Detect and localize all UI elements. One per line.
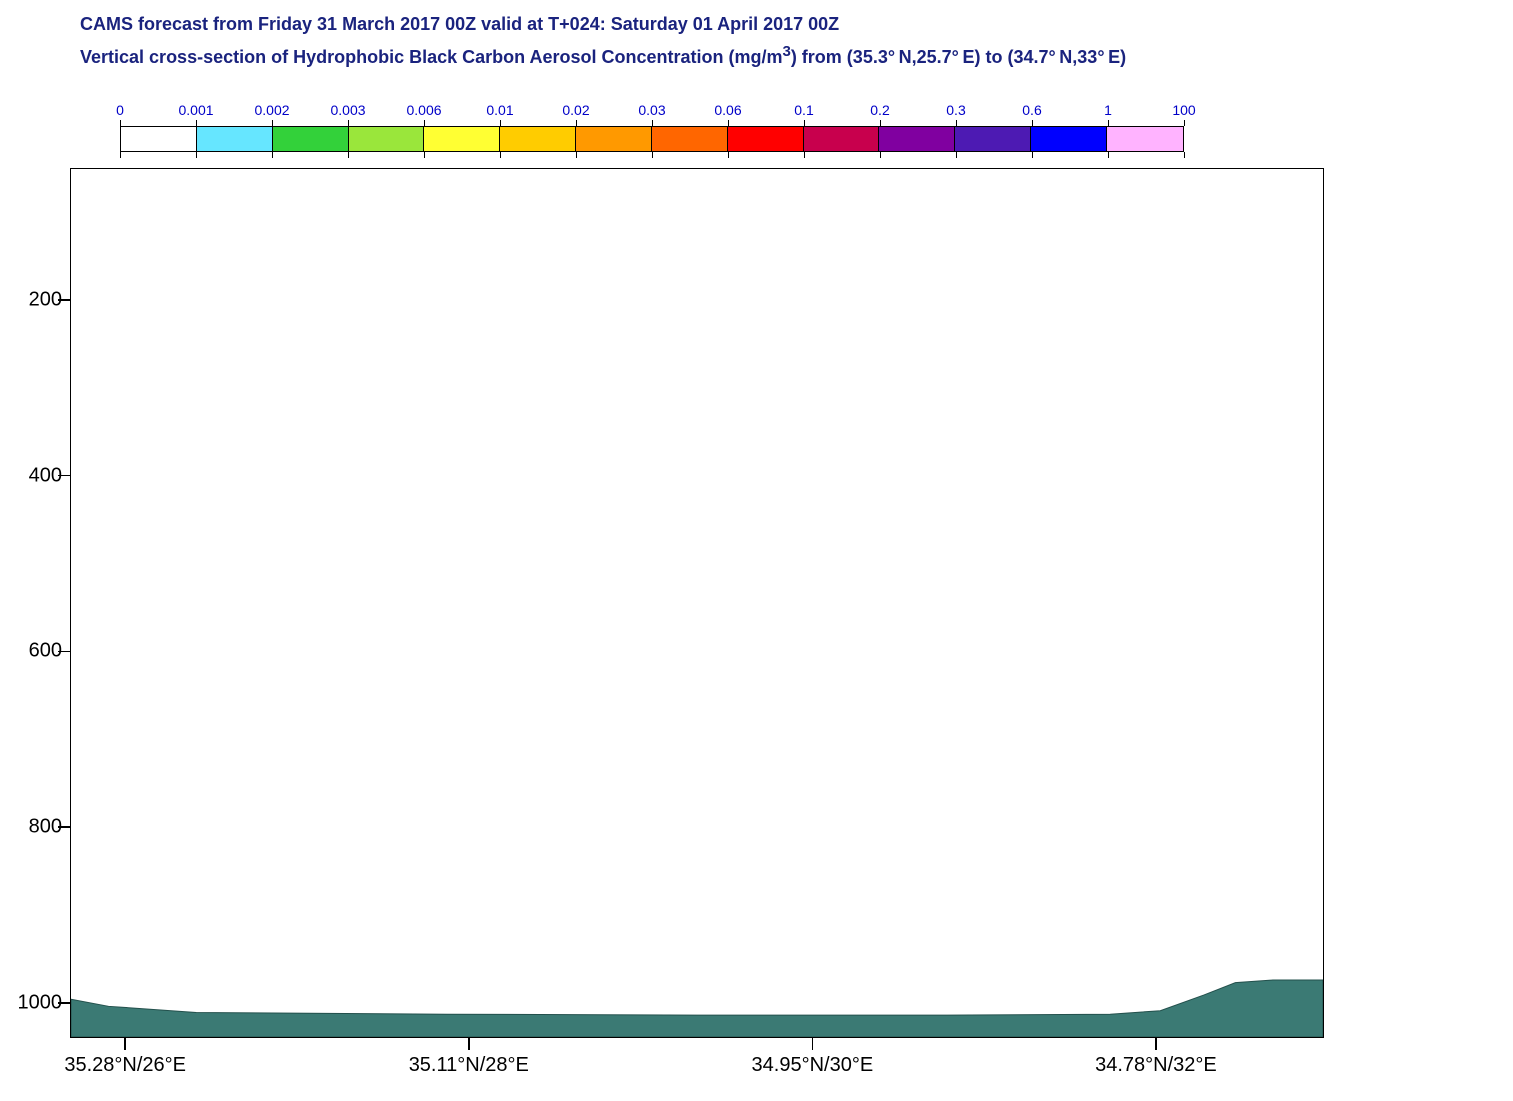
- colorbar-swatch: [1031, 127, 1107, 151]
- x-tick-mark: [1155, 1038, 1157, 1050]
- title-line-2-post: ) from (35.3° N,25.7° E) to (34.7° N,33°…: [791, 47, 1126, 67]
- colorbar-tick-label: 0.06: [714, 102, 741, 118]
- colorbar-tick: [196, 152, 197, 158]
- colorbar-swatches: [120, 126, 1184, 152]
- colorbar-tick: [1032, 152, 1033, 158]
- colorbar-swatch: [424, 127, 500, 151]
- colorbar-tick: [120, 152, 121, 158]
- colorbar-tick: [196, 120, 197, 126]
- colorbar-swatch: [804, 127, 880, 151]
- colorbar-tick: [804, 120, 805, 126]
- y-tick-mark: [58, 826, 70, 828]
- colorbar-tick-label: 0.6: [1022, 102, 1041, 118]
- colorbar-swatch: [197, 127, 273, 151]
- colorbar-tick: [348, 120, 349, 126]
- colorbar-labels: 00.0010.0020.0030.0060.010.020.030.060.1…: [120, 102, 1184, 122]
- colorbar-tick-label: 0.006: [406, 102, 441, 118]
- colorbar-swatch: [349, 127, 425, 151]
- colorbar-tick: [652, 152, 653, 158]
- y-tick-label: 200: [0, 288, 62, 311]
- colorbar-swatch: [273, 127, 349, 151]
- colorbar-tick-label: 0.01: [486, 102, 513, 118]
- colorbar-tick-label: 1: [1104, 102, 1112, 118]
- colorbar-swatch: [728, 127, 804, 151]
- colorbar-tick: [956, 152, 957, 158]
- colorbar-tick-label: 100: [1172, 102, 1195, 118]
- colorbar-tick: [424, 120, 425, 126]
- colorbar-tick: [576, 152, 577, 158]
- title-line-1: CAMS forecast from Friday 31 March 2017 …: [80, 14, 1126, 35]
- colorbar-tick-label: 0.3: [946, 102, 965, 118]
- colorbar-tick-label: 0.2: [870, 102, 889, 118]
- title-line-2-pre: Vertical cross-section of Hydrophobic Bl…: [80, 47, 782, 67]
- colorbar-tick: [880, 152, 881, 158]
- colorbar-swatch: [576, 127, 652, 151]
- colorbar-tick: [500, 120, 501, 126]
- x-tick-mark: [124, 1038, 126, 1050]
- y-tick-mark: [58, 1002, 70, 1004]
- page-root: CAMS forecast from Friday 31 March 2017 …: [0, 0, 1513, 1101]
- colorbar-tick: [348, 152, 349, 158]
- colorbar-tick: [272, 120, 273, 126]
- x-tick-label: 34.95°N/30°E: [752, 1054, 874, 1077]
- colorbar-swatch: [1107, 127, 1183, 151]
- colorbar-swatch: [500, 127, 576, 151]
- title-line-2: Vertical cross-section of Hydrophobic Bl…: [80, 43, 1126, 68]
- colorbar-tick: [728, 152, 729, 158]
- colorbar-tick-label: 0.03: [638, 102, 665, 118]
- x-tick-mark: [812, 1038, 814, 1050]
- colorbar-tick-label: 0.003: [330, 102, 365, 118]
- colorbar-tick-label: 0.002: [254, 102, 289, 118]
- y-tick-mark: [58, 299, 70, 301]
- colorbar-tick: [424, 152, 425, 158]
- y-tick-label: 400: [0, 464, 62, 487]
- terrain-path: [71, 980, 1323, 1037]
- colorbar-tick: [1184, 120, 1185, 126]
- colorbar-swatch: [955, 127, 1031, 151]
- colorbar-tick-label: 0.1: [794, 102, 813, 118]
- colorbar-tick: [500, 152, 501, 158]
- x-tick-label: 34.78°N/32°E: [1095, 1054, 1217, 1077]
- y-tick-label: 1000: [0, 991, 62, 1014]
- colorbar-tick: [804, 152, 805, 158]
- colorbar-tick: [652, 120, 653, 126]
- y-tick-mark: [58, 475, 70, 477]
- title-block: CAMS forecast from Friday 31 March 2017 …: [80, 14, 1126, 68]
- colorbar-tick: [1184, 152, 1185, 158]
- colorbar-swatch: [121, 127, 197, 151]
- title-line-2-sup: 3: [782, 43, 790, 60]
- colorbar-tick: [728, 120, 729, 126]
- colorbar-tick: [272, 152, 273, 158]
- terrain-polygon: [71, 169, 1323, 1037]
- colorbar-tick: [1032, 120, 1033, 126]
- colorbar: 00.0010.0020.0030.0060.010.020.030.060.1…: [120, 102, 1184, 158]
- y-tick-label: 800: [0, 816, 62, 839]
- y-tick-label: 600: [0, 640, 62, 663]
- colorbar-tick: [1108, 120, 1109, 126]
- colorbar-tick: [120, 120, 121, 126]
- colorbar-tick: [956, 120, 957, 126]
- colorbar-swatch: [879, 127, 955, 151]
- colorbar-tick-label: 0: [116, 102, 124, 118]
- colorbar-tick: [576, 120, 577, 126]
- colorbar-tick: [1108, 152, 1109, 158]
- colorbar-tick-label: 0.001: [178, 102, 213, 118]
- colorbar-tick-label: 0.02: [562, 102, 589, 118]
- colorbar-swatch: [652, 127, 728, 151]
- x-tick-label: 35.11°N/28°E: [409, 1054, 529, 1077]
- x-tick-mark: [468, 1038, 470, 1050]
- plot-area: [70, 168, 1324, 1038]
- colorbar-tick: [880, 120, 881, 126]
- x-tick-label: 35.28°N/26°E: [64, 1054, 186, 1077]
- y-tick-mark: [58, 651, 70, 653]
